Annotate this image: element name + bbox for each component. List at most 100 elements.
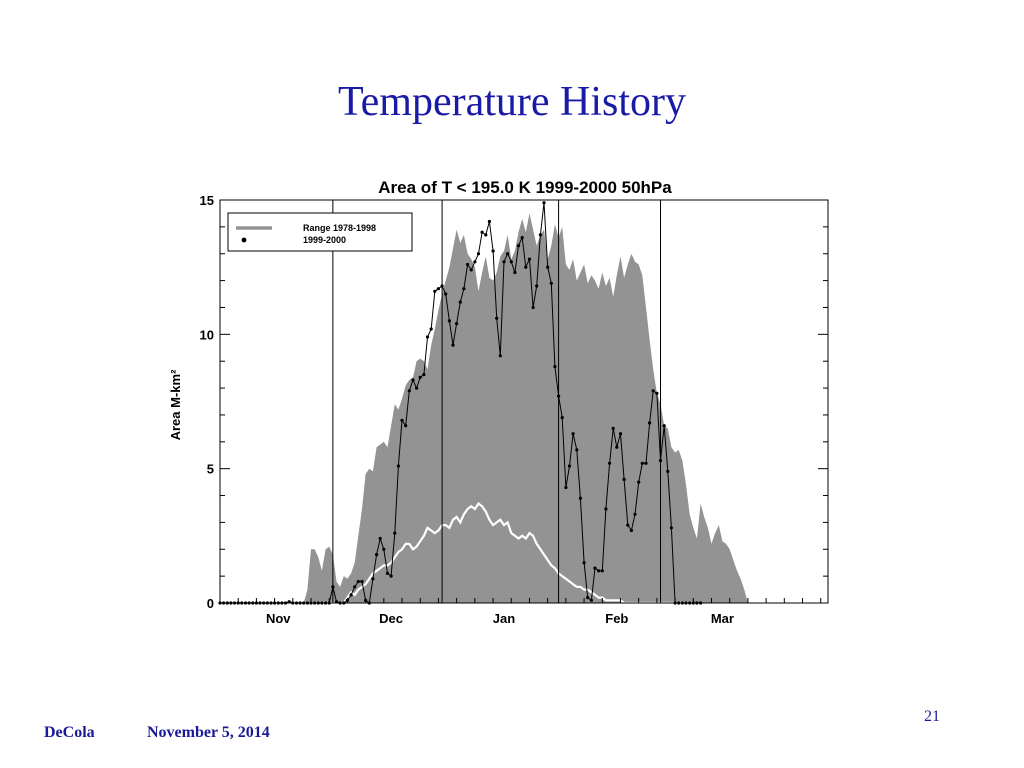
data-point-73 [484, 233, 488, 237]
data-point-79 [506, 252, 510, 256]
data-point-99 [578, 496, 582, 500]
footer-date: November 5, 2014 [147, 724, 270, 741]
data-point-104 [597, 569, 601, 573]
data-point-112 [626, 523, 630, 527]
y-tick-label-15: 15 [200, 193, 214, 208]
data-point-109 [615, 445, 619, 449]
data-point-97 [571, 432, 575, 436]
data-point-83 [520, 236, 524, 240]
data-point-68 [466, 262, 470, 267]
data-point-91 [549, 281, 553, 285]
data-point-46 [385, 571, 390, 575]
plot-area: 0 5 10 15 Nov Dec Jan Feb Mar [200, 193, 829, 626]
data-point-44 [378, 536, 382, 541]
data-point-53 [411, 378, 415, 382]
data-point-55 [418, 375, 422, 379]
data-point-106 [604, 507, 608, 511]
data-point-50 [400, 418, 404, 422]
data-point-36 [349, 593, 353, 597]
data-point-31 [331, 585, 335, 589]
data-point-49 [396, 464, 400, 468]
data-point-113 [629, 528, 633, 533]
data-point-52 [407, 389, 411, 393]
data-point-89 [542, 201, 546, 205]
chart: Area of T < 195.0 K 1999-2000 50hPa 0 5 10… [168, 178, 829, 626]
data-point-90 [546, 265, 550, 269]
data-point-70 [473, 260, 477, 264]
data-point-117 [644, 461, 648, 465]
y-tick-label-5: 5 [207, 462, 214, 477]
data-point-58 [429, 327, 433, 331]
data-point-77 [498, 354, 502, 358]
data-point-80 [509, 260, 513, 264]
data-point-82 [516, 244, 521, 248]
data-point-45 [382, 547, 386, 551]
range-band-area [220, 213, 748, 603]
data-point-67 [462, 287, 466, 291]
data-point-61 [440, 284, 444, 288]
data-point-42 [371, 577, 375, 581]
data-point-65 [455, 322, 459, 326]
data-point-124 [669, 526, 674, 530]
y-axis-label: Area M-km² [168, 369, 183, 440]
data-point-71 [476, 252, 481, 256]
data-point-111 [622, 477, 626, 481]
data-point-64 [451, 343, 455, 347]
data-point-39 [360, 579, 364, 584]
data-point-114 [633, 512, 637, 516]
data-point-59 [433, 289, 437, 293]
data-point-92 [553, 365, 557, 369]
data-point-78 [502, 260, 506, 264]
data-point-101 [586, 596, 590, 600]
data-point-122 [662, 424, 666, 428]
data-point-85 [527, 257, 532, 261]
legend-label-range: Range 1978-1998 [303, 223, 376, 233]
data-point-102 [589, 598, 593, 602]
data-point-84 [524, 265, 528, 269]
legend-series-marker [241, 237, 247, 243]
data-point-115 [637, 480, 641, 484]
data-point-107 [608, 461, 612, 465]
data-point-69 [469, 268, 473, 272]
data-point-63 [447, 319, 451, 323]
x-tick-label-nov: Nov [266, 611, 291, 626]
data-point-120 [655, 391, 659, 395]
data-point-86 [531, 305, 535, 310]
data-point-121 [658, 459, 663, 463]
footer-author: DeCola [44, 724, 95, 741]
data-point-96 [567, 464, 572, 468]
data-point-95 [564, 485, 568, 490]
data-point-56 [422, 373, 426, 377]
data-point-100 [582, 561, 586, 565]
data-point-103 [593, 566, 597, 570]
data-point-105 [600, 569, 604, 573]
data-point-48 [393, 531, 397, 535]
data-point-75 [491, 249, 495, 253]
x-tick-label-feb: Feb [605, 611, 628, 626]
data-point-74 [487, 219, 491, 224]
mean-line [220, 502, 694, 605]
data-point-72 [480, 230, 484, 234]
data-point-110 [618, 432, 623, 436]
x-tick-label-dec: Dec [379, 611, 403, 626]
data-point-98 [575, 448, 579, 452]
data-point-116 [640, 461, 644, 465]
data-point-47 [389, 574, 393, 578]
slide-title: Temperature History [337, 79, 687, 125]
x-tick-label-jan: Jan [493, 611, 515, 626]
data-point-43 [375, 553, 379, 557]
data-point-88 [538, 233, 542, 237]
data-point-66 [458, 300, 462, 304]
y-tick-label-0: 0 [207, 596, 214, 611]
data-point-54 [415, 386, 419, 390]
data-point-51 [404, 424, 408, 428]
y-tick-label-10: 10 [200, 327, 214, 342]
plot-frame [219, 199, 829, 604]
data-point-123 [666, 469, 670, 473]
legend-label-series: 1999-2000 [303, 235, 346, 245]
data-point-38 [356, 579, 360, 584]
data-point-37 [353, 585, 357, 589]
x-tick-label-mar: Mar [711, 611, 734, 626]
data-point-118 [648, 421, 652, 425]
legend-box [227, 212, 413, 252]
